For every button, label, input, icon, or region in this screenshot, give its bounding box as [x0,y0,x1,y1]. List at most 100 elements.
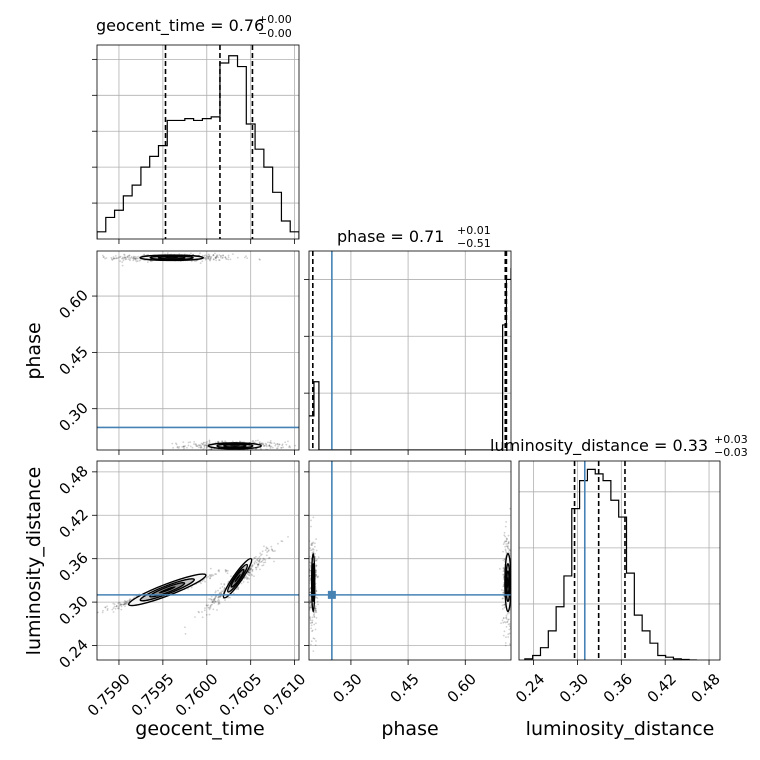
p10-sample-0-54 [110,256,113,259]
p20-sample-1-58 [267,549,270,552]
p10-sample-0-49 [132,256,135,259]
p21-sample-1-107 [504,535,507,538]
p21-sample-1-64 [505,543,508,545]
p21-sample-0-237 [309,617,312,620]
p20-sample-1-204 [214,595,217,598]
p21-sample-0-202 [309,591,311,594]
p10-sample-1-6 [178,445,181,448]
p21-sample-1-219 [512,600,514,602]
p10-sample-0-237 [224,256,227,259]
p20-sample-1-268 [257,563,260,566]
p10-sample-0-242 [221,256,224,259]
p20-sample-1-210 [221,585,224,588]
p20-sample-0-149 [122,603,125,606]
p20-sample-1-227 [262,564,265,567]
p10-sample-0-318 [127,258,130,261]
p21-sample-1-272 [509,507,511,510]
p10-sample-0-7 [212,253,215,256]
p20-sample-1-218 [251,564,254,567]
p21-sample-0-95 [312,637,315,640]
p21-sample-1-34 [504,548,507,551]
p21-sample-1-295 [507,542,510,545]
p21-sample-0-86 [313,615,316,618]
p21-sample-1-285 [498,567,501,570]
p21-samples [309,507,515,653]
p20-sample-1-315 [217,603,220,606]
p21-sample-1-247 [502,585,505,588]
p10-sample-0-412 [207,253,210,256]
p21-sample-1-215 [505,616,508,618]
p10-sample-0-114 [133,257,136,260]
ld-hist-xtick-label-4: 0.48 [687,670,723,706]
p20-sample-1-266 [204,607,206,610]
p20-sample-1-36 [237,586,240,589]
p20-sample-0-56 [225,569,227,572]
p21-sample-0-173 [316,576,319,579]
ylabel-luminosity-distance: luminosity_distance [23,467,45,656]
p10-sample-0-196 [123,256,126,259]
p20-contour-0-3 [158,586,176,594]
p20-sample-0-144 [204,580,206,583]
p10-sample-0-78 [135,257,138,260]
p10-sample-1-75 [208,441,211,444]
p20-sample-1-170 [287,535,289,538]
p21-sample-0-43 [312,614,315,616]
p20-sample-0-32 [111,608,114,611]
p20-sample-1-103 [256,565,259,568]
p20-sample-1-59 [245,577,248,579]
p21-sample-1-289 [501,597,504,600]
p10-sample-0-348 [201,260,204,263]
p10-sample-1-315 [217,441,220,443]
p20-sample-1-22 [254,560,257,563]
p10-sample-0-82 [193,260,196,262]
p20-sample-1-318 [270,545,273,548]
ld-hist-xtick-label-2: 0.36 [600,670,636,706]
p20-sample-1-276 [249,567,252,570]
p20-sample-0-29 [224,568,227,571]
p20-sample-1-292 [220,583,223,585]
p10-sample-1-228 [204,441,207,444]
p20-sample-1-282 [249,571,251,574]
p20-sample-0-178 [113,603,116,606]
p21-sample-1-66 [513,565,515,567]
p20-sample-1-154 [220,590,223,593]
p10-sample-1-109 [275,447,278,450]
p20-sample-1-232 [213,600,216,603]
p20-sample-1-0 [265,547,268,550]
p20-sample-1-225 [210,598,213,601]
p10-sample-0-417 [214,257,217,260]
p20-sample-1-176 [261,560,263,563]
p10-sample-0-277 [133,256,135,259]
p21-sample-0-53 [313,616,316,619]
p10-sample-0-209 [215,255,218,258]
p20-sample-1-302 [259,568,261,571]
p21-sample-0-288 [311,621,314,624]
p21-sample-0-223 [309,578,312,581]
p10-sample-0-51 [135,256,138,259]
p20-sample-1-352 [184,626,186,629]
ld-hist-xtick-label-3: 0.42 [644,670,680,706]
p21-frame [308,460,512,661]
p20-sample-1-75 [220,592,223,594]
p21-sample-0-26 [309,547,312,550]
p21-sample-0-104 [312,547,314,550]
p20-sample-1-319 [248,578,251,580]
p10-sample-1-112 [189,441,192,444]
panel-luminosity-distance-vs-phase: 0.30 0.45 0.60 [304,460,515,706]
p10-sample-0-275 [117,256,120,259]
p10-sample-0-41 [218,254,221,256]
p20-sample-1-209 [263,545,265,548]
title-geocent-time-sup: +0.00 [258,13,292,26]
p10-sample-1-242 [199,447,202,449]
p10-sample-0-349 [245,255,247,258]
p20-sample-1-35 [237,587,240,590]
p10-sample-1-99 [183,447,186,450]
p21-sample-1-231 [506,542,509,545]
p10-sample-0-151 [121,257,123,260]
p20-grid [97,461,299,660]
p20-sample-1-40 [218,596,220,599]
p20-sample-0-432 [210,573,213,576]
p10-sample-1-261 [265,444,268,447]
p20-sample-1-303 [211,603,213,606]
p10-sample-1-342 [176,446,179,448]
